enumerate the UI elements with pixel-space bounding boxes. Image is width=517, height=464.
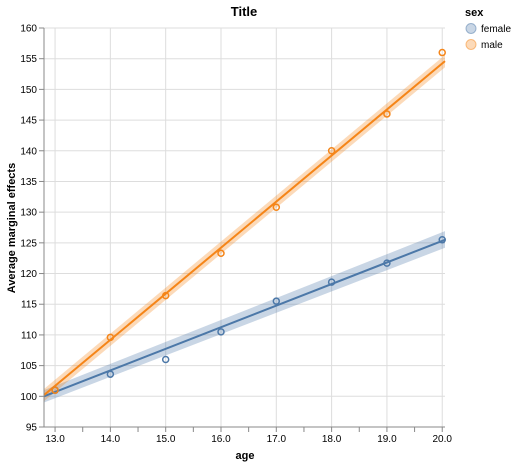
y-tick-label: 120 xyxy=(20,269,37,280)
x-tick-label: 18.0 xyxy=(322,434,342,445)
data-point-male xyxy=(438,48,446,57)
data-point-male xyxy=(327,147,336,155)
axes: 95 100 105 110 115 120 125 130 135 140 145 150 155 16… xyxy=(20,24,452,446)
data-point-female xyxy=(106,370,115,378)
y-tick-label: 145 xyxy=(20,116,37,127)
x-tick-label: 15.0 xyxy=(156,434,176,445)
data-point-male xyxy=(51,386,59,394)
data-point-female xyxy=(272,297,281,305)
x-tick-label: 20.0 xyxy=(433,434,453,445)
data-point-female xyxy=(438,236,446,244)
legend: sex female male xyxy=(465,7,511,51)
y-tick-label: 155 xyxy=(20,54,37,65)
x-tick-label: 14.0 xyxy=(101,434,121,445)
data-point-male xyxy=(383,110,391,118)
y-tick-label: 125 xyxy=(20,238,37,249)
y-tick-label: 150 xyxy=(20,85,37,96)
y-tick-label: 115 xyxy=(21,300,37,311)
y-tick-label: 160 xyxy=(20,24,37,35)
x-axis-title: age xyxy=(236,450,255,462)
x-tick-label: 16.0 xyxy=(211,434,231,445)
y-tick-label: 100 xyxy=(20,392,37,403)
y-tick-label: 130 xyxy=(20,208,37,219)
x-tick-label: 17.0 xyxy=(267,434,287,445)
legend-symbol-male xyxy=(465,39,477,50)
data-point-female xyxy=(161,355,170,364)
regression-line-male xyxy=(43,60,446,396)
data-point-male xyxy=(106,333,115,342)
x-tick-label: 19.0 xyxy=(377,434,397,445)
regression-lines xyxy=(43,60,446,398)
y-tick-label: 110 xyxy=(21,330,37,341)
legend-symbol-female xyxy=(465,23,477,34)
data-point-male xyxy=(272,203,281,211)
grid xyxy=(44,27,445,428)
data-points xyxy=(51,48,446,394)
data-point-female xyxy=(327,278,336,286)
y-tick-label: 135 xyxy=(20,177,37,188)
data-point-male xyxy=(161,291,170,300)
legend-label-male: male xyxy=(481,40,503,51)
y-tick-label: 95 xyxy=(26,423,38,434)
data-point-female xyxy=(217,328,225,336)
data-point-female xyxy=(383,259,391,267)
x-tick-label: 13.0 xyxy=(45,434,65,445)
y-axis-title: Average marginal effects xyxy=(6,163,18,293)
y-tick-label: 105 xyxy=(20,361,37,372)
data-point-male xyxy=(217,249,225,258)
regression-line-female xyxy=(43,238,446,398)
legend-title: sex xyxy=(465,7,484,19)
y-tick-label: 140 xyxy=(20,146,37,157)
legend-label-female: female xyxy=(481,24,511,35)
chart-title: Title xyxy=(231,4,258,19)
confidence-band-female xyxy=(44,231,445,403)
